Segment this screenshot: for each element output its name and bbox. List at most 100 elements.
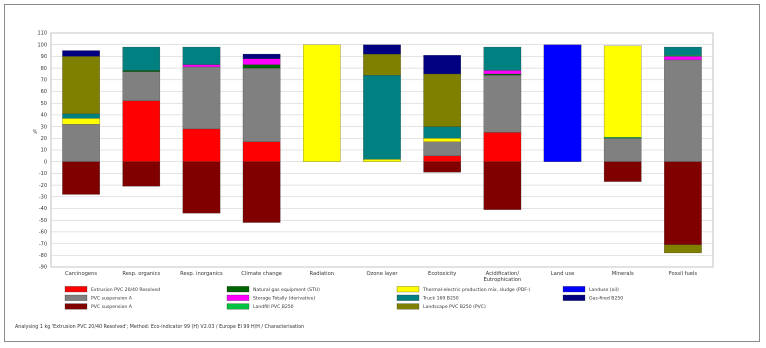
y-tick-label: 20 (41, 136, 47, 142)
bar-segment (182, 161, 221, 214)
legend-swatch (226, 294, 250, 301)
bar-segment (664, 161, 702, 245)
bar-segment (242, 161, 281, 223)
legend-label: Natural gas equipment (STU) (253, 287, 320, 293)
bar-segment (483, 132, 522, 162)
category-label: Eutrophication (483, 277, 521, 283)
y-tick-label: 40 (41, 113, 47, 119)
category-label: Fossil fuels (669, 271, 698, 277)
y-tick-label: -10 (39, 171, 47, 177)
bar-segment (363, 74, 401, 160)
y-tick-label: 50 (41, 101, 47, 107)
y-tick-label: 0 (44, 159, 47, 165)
bar-segment (603, 137, 642, 139)
category-label: Resp. organics (122, 271, 160, 277)
bar-segment (423, 138, 461, 142)
bar-segment (122, 46, 161, 71)
y-axis-label: % (33, 130, 38, 136)
category-label: Climate change (241, 271, 282, 277)
bar-segment (303, 44, 341, 162)
y-tick-label: 60 (41, 89, 47, 95)
bar-segment (664, 244, 702, 254)
bar-segment (483, 46, 522, 71)
legend-label: PVC suspension A (91, 296, 133, 302)
bar-segment (603, 45, 642, 138)
legend-label: Thermal-electric production mix, sludge … (422, 287, 531, 293)
bar-segment (62, 161, 100, 195)
legend-swatch (562, 294, 586, 301)
bar-segment (483, 70, 522, 75)
y-tick-label: 10 (41, 148, 47, 154)
bar-segment (122, 100, 161, 162)
legend-label: Truck 169 B250 (422, 296, 459, 302)
legend-swatch (226, 286, 250, 293)
bar-segment (242, 67, 281, 142)
legend-swatch (226, 303, 250, 310)
legend-swatch (64, 294, 88, 301)
y-tick-label: 110 (37, 31, 47, 37)
legend-swatch (562, 286, 586, 293)
bar-segment (483, 161, 522, 210)
bar-segment (62, 56, 100, 114)
legend-label: Storage Totally (derivative) (253, 296, 315, 302)
bar-segment (242, 141, 281, 162)
legend-swatch (64, 303, 88, 310)
bar-segment (242, 53, 281, 59)
bar-segment (182, 46, 221, 65)
y-tick-label: 80 (41, 66, 47, 72)
chart: 1101009080706050403020100-10-20-30-40-50… (15, 31, 714, 330)
legend-label: Landscape PVC B250 (PVC) (423, 304, 486, 310)
bar-segment (62, 113, 100, 119)
bar-segment (363, 44, 401, 55)
bar-segment (423, 155, 461, 162)
bar-segment (664, 59, 702, 162)
bar-segment (664, 55, 702, 57)
legend-swatch (396, 294, 420, 301)
category-label: Land use (551, 271, 574, 277)
bar-segment (62, 50, 100, 57)
bar-segment (363, 53, 401, 76)
category-label: Radiation (310, 271, 335, 277)
y-tick-label: 90 (41, 54, 47, 60)
bar-segment (182, 66, 221, 130)
bar-segment (483, 74, 522, 133)
bar-segment (664, 56, 702, 61)
legend-label: Extrusion PVC 20/40 Resolved (91, 287, 160, 293)
category-label: Ozone layer (366, 271, 398, 277)
legend-label: Gas-fired B250 (589, 296, 623, 302)
bar-segment (543, 44, 582, 162)
bar-segment (423, 73, 461, 127)
category-label: Minerals (612, 271, 634, 277)
bar-segment (242, 58, 281, 65)
bar-segment (122, 70, 161, 72)
category-label: Acidification/ (486, 271, 520, 277)
y-tick-label: -70 (39, 241, 47, 247)
category-label: Resp. inorganics (180, 271, 223, 277)
bar-segment (603, 161, 642, 182)
bar-segment (423, 55, 461, 75)
legend-label: Landuse (oil) (589, 287, 619, 293)
bar-segment (423, 126, 461, 139)
legend-label: Landfill PVC B250 (253, 304, 294, 310)
bar-segment (182, 64, 221, 68)
category-label: Ecotoxicity (428, 271, 456, 277)
chart-frame: 110 100 90 80 70 60 50 40 30 20 10 0 -10 -20 -30 -40 -50… (4, 4, 760, 342)
bar-segment (664, 46, 702, 56)
y-tick-label: -90 (39, 265, 47, 271)
bar-segment (122, 161, 161, 187)
bar-segment (483, 73, 522, 76)
bar-segment (423, 161, 461, 173)
bar-segment (122, 71, 161, 101)
y-tick-label: 70 (41, 78, 47, 84)
y-tick-label: 30 (41, 124, 47, 130)
category-label: Carcinogens (65, 271, 97, 277)
legend-swatch (64, 286, 88, 293)
y-tick-label: -80 (39, 253, 47, 259)
y-tick-label: -40 (39, 206, 47, 212)
legend-swatch (396, 286, 420, 293)
bar-segment (182, 128, 221, 162)
y-tick-label: -20 (39, 183, 47, 189)
chart-footer: Analysing 1 kg 'Extrusion PVC 20/40 Reso… (15, 324, 304, 330)
legend-swatch (396, 303, 420, 310)
y-tick-label: -50 (39, 218, 47, 224)
